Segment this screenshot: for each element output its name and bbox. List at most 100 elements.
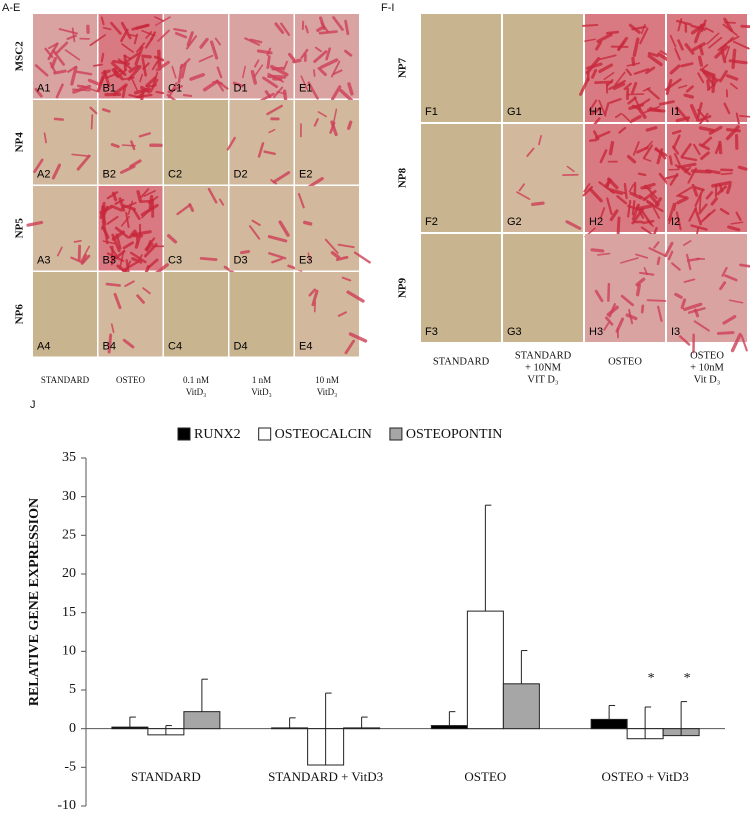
stained-cell [690,24,707,31]
stained-cell [182,94,193,98]
annotation: * [684,671,691,686]
stained-cell [603,102,610,116]
stained-cell [115,233,122,250]
stained-cell [141,29,156,37]
stained-cell [609,190,623,196]
stained-cell [697,55,704,67]
stained-cell [653,241,660,249]
stained-cell [706,79,711,91]
legend-label: OSTEOCALCIN [275,427,372,442]
stained-cell [640,182,656,190]
stained-cell [675,19,692,26]
stained-cell [141,54,152,59]
stained-cell [588,187,603,203]
stained-cell [677,39,684,51]
stained-cell [319,58,339,69]
stained-cell [730,221,744,225]
cell-label: B4 [103,340,116,352]
stained-cell [114,226,130,239]
stained-cell [635,277,646,287]
stained-cell [595,40,603,51]
stained-cell [335,255,349,262]
stained-cell [681,167,692,176]
panel-label: A-E [2,2,20,14]
micrograph [229,100,294,185]
cell-label: I3 [671,326,680,338]
stained-cell [319,16,326,30]
stained-cell [680,156,698,162]
stained-cell [635,204,653,211]
column-label: 0.1 nM [183,375,209,385]
y-tick-label: 30 [62,489,76,504]
column-label: STANDARD [41,375,90,385]
stained-cell [257,142,265,158]
stained-cell [612,82,626,91]
column-label: VitD₃ [186,387,207,397]
column-label: 10 nM [315,375,339,385]
stained-cell [675,211,682,231]
stained-cell [698,126,715,133]
stained-cell [693,143,701,156]
bar [430,725,468,730]
stained-cell [189,73,205,81]
stained-cell [635,146,649,154]
stained-cell [591,69,598,79]
stained-cell [673,153,681,166]
stained-cell [344,339,356,355]
cell-label: H3 [589,326,603,338]
stained-cell [143,243,158,258]
legend-swatch [258,427,272,441]
x-tick-label: OSTEO [464,769,506,784]
row-label: MSC2 [14,41,26,71]
stained-cell [603,72,615,80]
stained-cell [210,40,219,60]
stained-cell [73,240,82,243]
stained-cell [157,29,170,43]
stained-cell [628,183,635,193]
stained-cell [637,172,647,177]
micrograph [503,234,583,342]
stained-cell [646,299,667,302]
stained-cell [274,22,285,34]
stained-cell [136,190,142,202]
stained-cell [648,247,667,257]
stained-cell [314,46,322,53]
stained-cell [144,37,154,49]
stained-cell [266,47,272,56]
stained-cell [608,140,615,156]
micrograph [421,234,501,342]
legend-swatch [177,427,191,441]
stained-cell [716,185,728,196]
stained-cell [642,189,657,202]
stained-cell [657,305,663,323]
stained-cell [139,73,144,83]
stained-cell [719,208,730,215]
stained-cell [627,96,637,105]
stained-cell [631,104,641,111]
stained-cell [640,226,653,236]
y-axis-label: RELATIVE GENE EXPRESSION [27,498,42,706]
stained-cell [685,253,692,271]
row-label: NP8 [397,167,409,188]
stained-cell [311,289,319,307]
stained-cell [683,240,692,246]
stained-cell [730,332,742,353]
stained-cell [640,304,645,314]
stained-cell [171,65,177,79]
stained-cell [667,202,676,222]
stained-cell [139,85,151,94]
stained-cell [627,199,632,218]
x-tick-label: STANDARD + VitD3 [268,769,383,784]
stained-cell [690,224,708,231]
column-label: VIT D₃ [527,374,559,385]
cell-label: C4 [168,340,182,352]
stained-cell [731,48,737,70]
stained-cell [590,248,605,253]
stained-cell [708,125,723,135]
stained-cell [565,220,582,230]
stained-cell [723,17,734,32]
stained-cell [671,262,681,271]
cell-label: C2 [168,168,182,180]
stained-cell [103,224,109,245]
stained-cell [622,113,632,124]
